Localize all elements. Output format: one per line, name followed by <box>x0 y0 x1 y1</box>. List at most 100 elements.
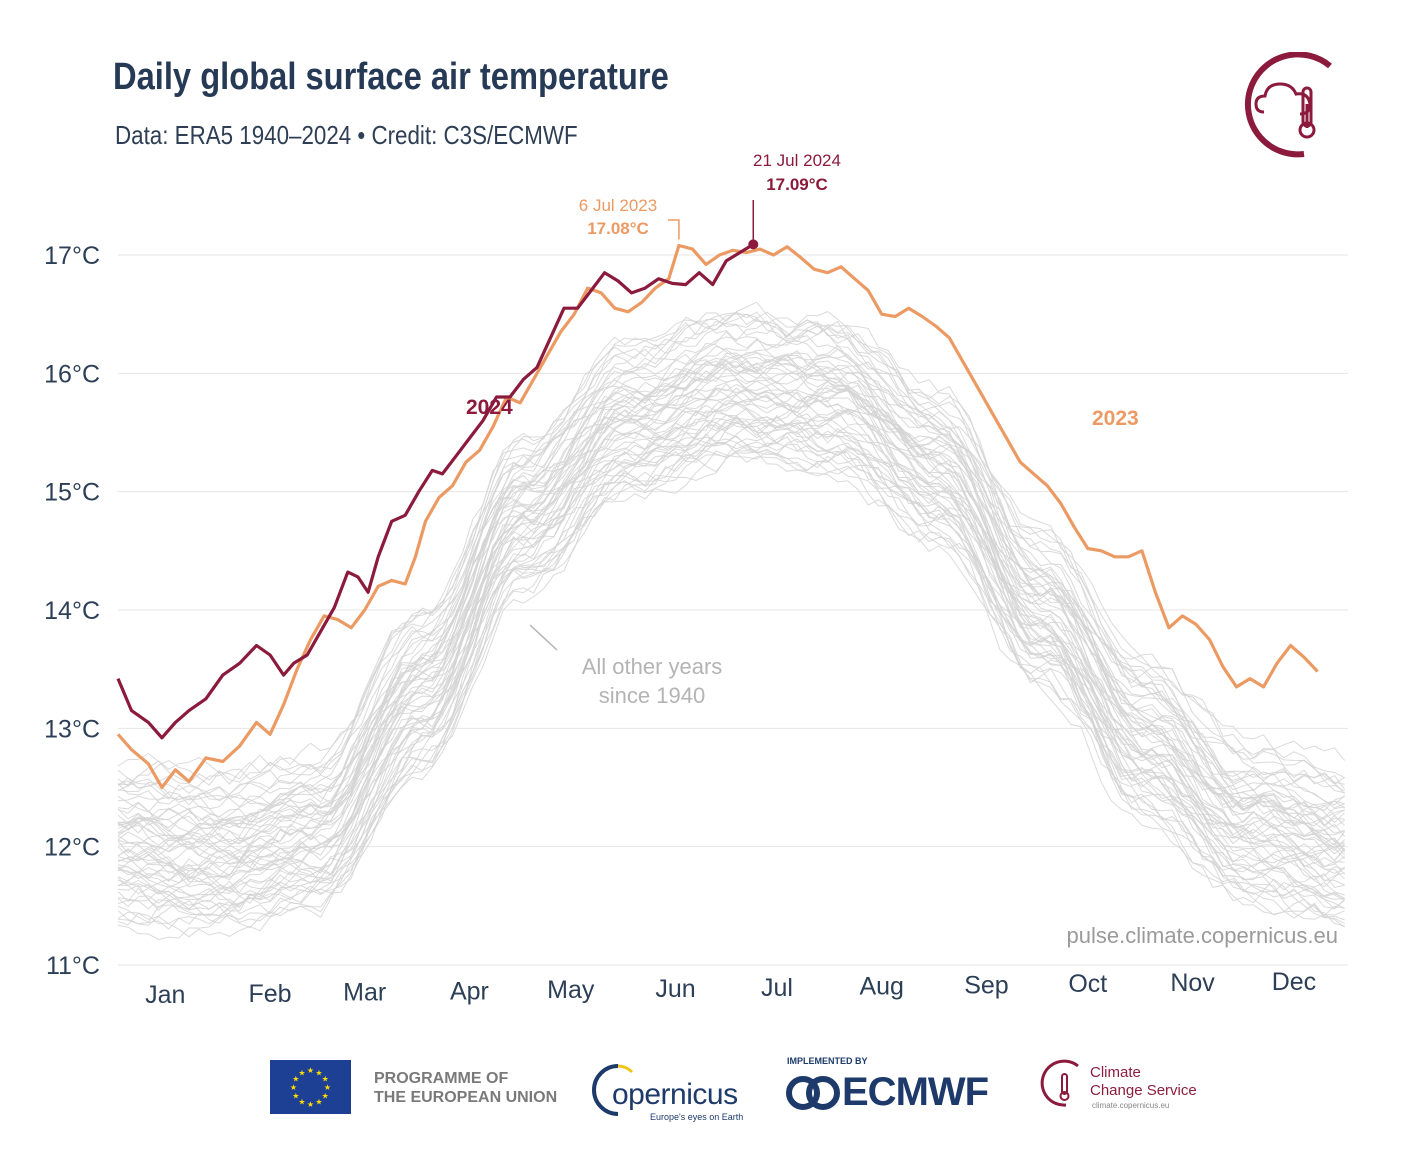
copernicus-wordmark: opernicus <box>612 1078 738 1111</box>
other-year-line <box>117 301 1345 786</box>
other-year-line <box>117 409 1345 894</box>
other-year-line <box>117 414 1345 911</box>
annotation-2023-leader <box>668 219 680 240</box>
y-tick-label: 17°C <box>44 242 100 270</box>
y-tick-label: 14°C <box>44 597 100 625</box>
chart-title: Daily global surface air temperature <box>113 56 669 98</box>
ecmwf-mark-icon <box>786 1076 840 1110</box>
other-year-line <box>117 389 1345 879</box>
other-year-line <box>117 442 1345 917</box>
other-year-line <box>117 378 1345 853</box>
other-year-line <box>117 318 1345 784</box>
x-tick-label: Jun <box>655 975 695 1003</box>
annotation-2024-marker <box>748 239 759 250</box>
x-tick-label: Nov <box>1170 969 1215 997</box>
x-tick-label: Jul <box>761 974 793 1002</box>
c3s-logo-icon <box>1040 1059 1079 1107</box>
temperature-chart: 11°C 12°C 13°C 14°C 15°C 16°C 17°C Jan Feb Mar Ap… <box>44 151 1348 1009</box>
other-year-line <box>117 383 1345 873</box>
other-year-line <box>117 368 1345 851</box>
other-year-line <box>117 441 1345 938</box>
series-line-2023 <box>116 243 1319 790</box>
other-year-line <box>117 450 1345 929</box>
other-year-line <box>117 384 1345 862</box>
other-year-line <box>117 352 1345 853</box>
other-year-line <box>117 336 1345 828</box>
series-label-2023: 2023 <box>1092 407 1139 430</box>
eu-star-icon: ★ <box>290 1083 297 1092</box>
x-tick-label: Oct <box>1068 970 1107 998</box>
eu-star-icon: ★ <box>315 1068 322 1077</box>
other-year-line <box>117 311 1345 800</box>
other-year-line <box>117 407 1345 893</box>
series-line-2024 <box>116 243 755 740</box>
other-year-line <box>117 413 1345 878</box>
annotation-2023-date: 6 Jul 2023 <box>579 196 657 215</box>
y-tick-label: 11°C <box>46 952 100 980</box>
other-year-line <box>117 393 1345 881</box>
other-year-line <box>117 387 1345 869</box>
copernicus-tagline: Europe's eyes on Earth <box>650 1112 744 1122</box>
other-year-line <box>117 363 1345 831</box>
other-year-line <box>117 420 1345 912</box>
x-tick-label: Mar <box>343 979 386 1007</box>
copernicus-logo-icon <box>592 1064 634 1116</box>
x-tick-label: Aug <box>859 973 903 1001</box>
other-year-line <box>117 311 1345 787</box>
eu-star-icon: ★ <box>307 1100 314 1109</box>
other-years-lines <box>117 301 1346 941</box>
annotation-2024-value: 17.09°C <box>766 175 828 194</box>
other-year-line <box>117 436 1345 924</box>
eu-star-icon: ★ <box>298 1098 305 1107</box>
eu-star-icon: ★ <box>315 1098 322 1107</box>
x-tick-label: May <box>547 976 595 1004</box>
eu-star-icon: ★ <box>292 1075 299 1084</box>
other-year-line <box>117 435 1345 917</box>
other-year-line <box>117 325 1345 812</box>
other-year-line <box>117 450 1345 930</box>
eu-star-icon: ★ <box>292 1092 299 1101</box>
other-year-line <box>117 391 1345 888</box>
other-year-line <box>117 383 1345 868</box>
y-tick-label: 13°C <box>44 715 100 743</box>
c3s-thermometer-icon <box>1245 52 1332 158</box>
other-year-line <box>117 320 1345 808</box>
eu-star-icon: ★ <box>322 1075 329 1084</box>
eu-star-icon: ★ <box>298 1068 305 1077</box>
y-tick-label: 12°C <box>44 834 100 862</box>
y-axis-labels: 11°C 12°C 13°C 14°C 15°C 16°C 17°C <box>44 242 100 980</box>
x-tick-label: Dec <box>1272 968 1316 996</box>
other-year-line <box>117 417 1345 907</box>
other-year-line <box>117 360 1345 845</box>
other-years-label: All other years since 1940 <box>582 654 723 708</box>
c3s-url: climate.copernicus.eu <box>1092 1101 1170 1110</box>
other-year-line <box>117 320 1345 806</box>
annotations: 21 Jul 2024 17.09°C 6 Jul 2023 17.08°C 2… <box>466 151 1338 948</box>
x-tick-label: Jan <box>145 981 185 1009</box>
other-year-line <box>117 353 1346 847</box>
footer-logos: ★ ★ ★ ★ ★ ★ ★ ★ ★ ★ ★ ★ PROGRAMME OF THE EUROPEAN U… <box>0 1048 1409 1128</box>
series-label-2024: 2024 <box>466 396 513 419</box>
highlight-series <box>116 243 1319 790</box>
chart-subtitle: Data: ERA5 1940–2024 • Credit: C3S/ECMWF <box>115 120 578 150</box>
eu-star-icon: ★ <box>322 1092 329 1101</box>
other-year-line <box>117 387 1345 862</box>
x-tick-label: Feb <box>249 980 292 1008</box>
y-tick-label: 15°C <box>44 479 100 507</box>
eu-flag-icon: ★ ★ ★ ★ ★ ★ ★ ★ ★ ★ ★ ★ <box>270 1060 351 1114</box>
other-year-line <box>117 313 1346 801</box>
source-url: pulse.climate.copernicus.eu <box>1067 923 1338 948</box>
other-years-pointer <box>529 624 558 651</box>
other-year-line <box>117 426 1345 924</box>
ecmwf-wordmark: ECMWF <box>842 1070 989 1114</box>
other-year-line <box>117 403 1345 887</box>
x-tick-label: Apr <box>450 977 489 1005</box>
x-tick-label: Sep <box>964 971 1008 999</box>
ecmwf-implemented-by: IMPLEMENTED BY <box>787 1056 868 1066</box>
eu-programme-text: PROGRAMME OF THE EUROPEAN UNION <box>374 1070 558 1106</box>
other-year-line <box>117 313 1345 813</box>
annotation-2024-date: 21 Jul 2024 <box>753 151 841 170</box>
other-year-line <box>117 446 1345 926</box>
other-year-line <box>117 330 1345 824</box>
annotation-2023-value: 17.08°C <box>587 219 649 238</box>
